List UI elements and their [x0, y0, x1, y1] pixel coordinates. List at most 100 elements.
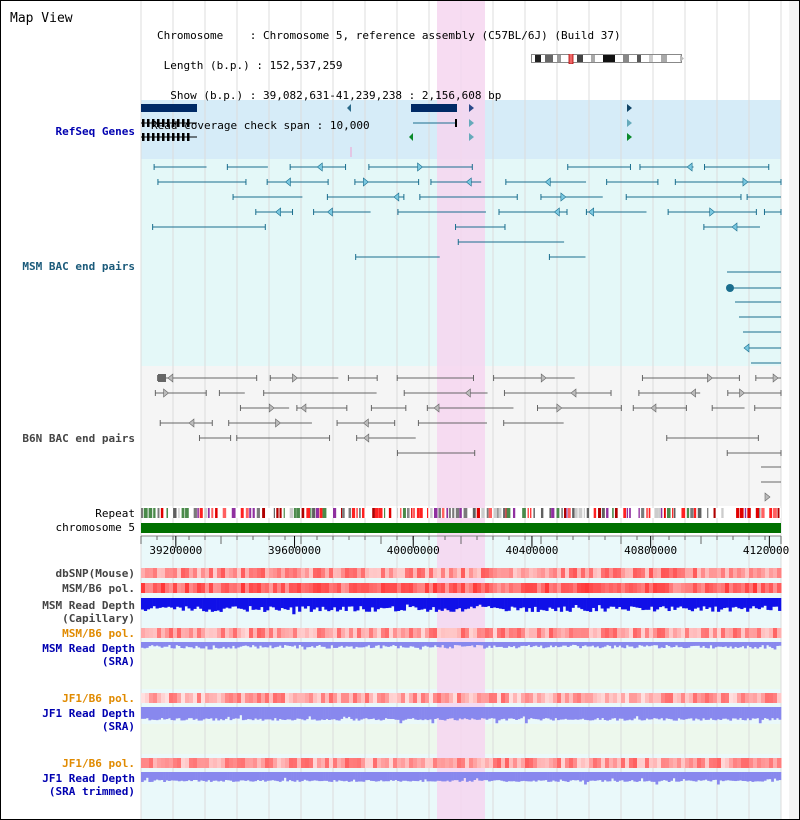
read-depth-bar	[571, 598, 575, 608]
polymorphism-cell	[485, 568, 490, 578]
repeat-element	[693, 508, 697, 518]
polymorphism-cell	[561, 628, 566, 638]
polymorphism-cell	[157, 583, 162, 593]
polymorphism-cell	[301, 583, 306, 593]
polymorphism-cell	[625, 758, 630, 768]
polymorphism-cell	[553, 693, 558, 703]
read-depth-bar	[227, 772, 230, 781]
track-label-msm-bac: MSM BAC end pairs	[22, 260, 135, 273]
read-depth-bar	[315, 772, 319, 781]
read-depth-bar	[552, 707, 555, 721]
polymorphism-cell	[221, 628, 226, 638]
polymorphism-cell	[741, 568, 746, 578]
polymorphism-cell	[361, 758, 366, 768]
read-depth-bar	[685, 598, 689, 609]
polymorphism-cell	[769, 583, 774, 593]
polymorphism-cell	[193, 693, 198, 703]
polymorphism-cell	[169, 628, 174, 638]
repeat-element	[503, 508, 505, 518]
read-depth-bar	[451, 707, 454, 719]
read-depth-bar	[259, 772, 262, 781]
read-depth-bar	[623, 642, 627, 649]
polymorphism-cell	[685, 628, 690, 638]
read-depth-bar	[239, 642, 243, 647]
read-depth-bar	[714, 642, 718, 648]
polymorphism-cell	[409, 568, 414, 578]
polymorphism-cell	[365, 568, 370, 578]
read-depth-bar	[633, 642, 637, 649]
read-depth-bar	[485, 642, 489, 648]
read-depth-bar	[246, 642, 250, 647]
polymorphism-cell	[741, 758, 746, 768]
polymorphism-cell	[577, 628, 582, 638]
polymorphism-cell	[653, 693, 658, 703]
read-depth-bar	[685, 772, 688, 781]
read-depth-bar	[670, 707, 673, 720]
repeat-element	[153, 508, 156, 518]
polymorphism-cell	[705, 583, 710, 593]
polymorphism-cell	[293, 628, 298, 638]
polymorphism-cell	[277, 583, 282, 593]
polymorphism-cell	[525, 628, 530, 638]
polymorphism-cell	[697, 583, 702, 593]
read-depth-bar	[355, 642, 358, 647]
refseq-gene-arrow	[627, 104, 632, 112]
read-depth-bar	[648, 707, 651, 720]
read-depth-bar	[597, 598, 601, 606]
refseq-gene-arrow	[347, 104, 351, 112]
polymorphism-cell	[493, 568, 498, 578]
polymorphism-cell	[309, 758, 314, 768]
polymorphism-cell	[429, 583, 434, 593]
read-depth-bar	[160, 772, 164, 781]
read-depth-bar	[559, 772, 563, 780]
read-depth-bar	[291, 642, 294, 647]
repeat-element	[434, 508, 438, 518]
read-depth-bar	[737, 598, 741, 609]
read-depth-bar	[576, 707, 580, 720]
bac-end-arrow	[362, 418, 369, 428]
read-depth-bar	[234, 598, 238, 607]
read-depth-bar	[143, 772, 147, 781]
polymorphism-cell	[597, 583, 602, 593]
read-depth-bar	[608, 642, 612, 646]
polymorphism-cell	[357, 693, 362, 703]
repeat-element	[681, 508, 686, 518]
polymorphism-cell	[621, 583, 626, 593]
polymorphism-cell	[477, 758, 482, 768]
polymorphism-cell	[169, 568, 174, 578]
read-depth-bar	[502, 707, 506, 719]
polymorphism-cell	[309, 693, 314, 703]
polymorphism-cell	[729, 693, 734, 703]
polymorphism-cell	[197, 568, 202, 578]
polymorphism-cell	[725, 693, 730, 703]
polymorphism-cell	[657, 568, 662, 578]
read-depth-bar	[389, 772, 393, 781]
polymorphism-cell	[325, 693, 330, 703]
repeat-element	[773, 508, 777, 518]
read-depth-bar	[259, 707, 262, 719]
polymorphism-cell	[273, 628, 278, 638]
polymorphism-cell	[261, 568, 266, 578]
repeat-element	[551, 508, 555, 518]
repeat-element	[641, 508, 645, 518]
read-depth-bar	[222, 772, 225, 782]
polymorphism-cell	[257, 568, 262, 578]
polymorphism-cell	[449, 568, 454, 578]
polymorphism-cell	[681, 628, 686, 638]
polymorphism-cell	[621, 758, 626, 768]
polymorphism-cell	[369, 628, 374, 638]
read-depth-bar	[438, 707, 442, 720]
chromosome-ideogram-icon[interactable]	[531, 54, 685, 64]
read-depth-bar	[259, 642, 262, 646]
read-depth-bar	[495, 642, 499, 648]
read-depth-bar	[382, 642, 385, 646]
read-depth-bar	[337, 642, 341, 647]
read-depth-bar	[342, 642, 346, 648]
repeat-element	[614, 508, 618, 518]
repeat-element	[446, 508, 449, 518]
read-depth-bar	[507, 598, 511, 611]
read-depth-bar	[731, 772, 735, 781]
read-depth-bar	[239, 598, 244, 609]
read-depth-bar	[244, 642, 248, 646]
